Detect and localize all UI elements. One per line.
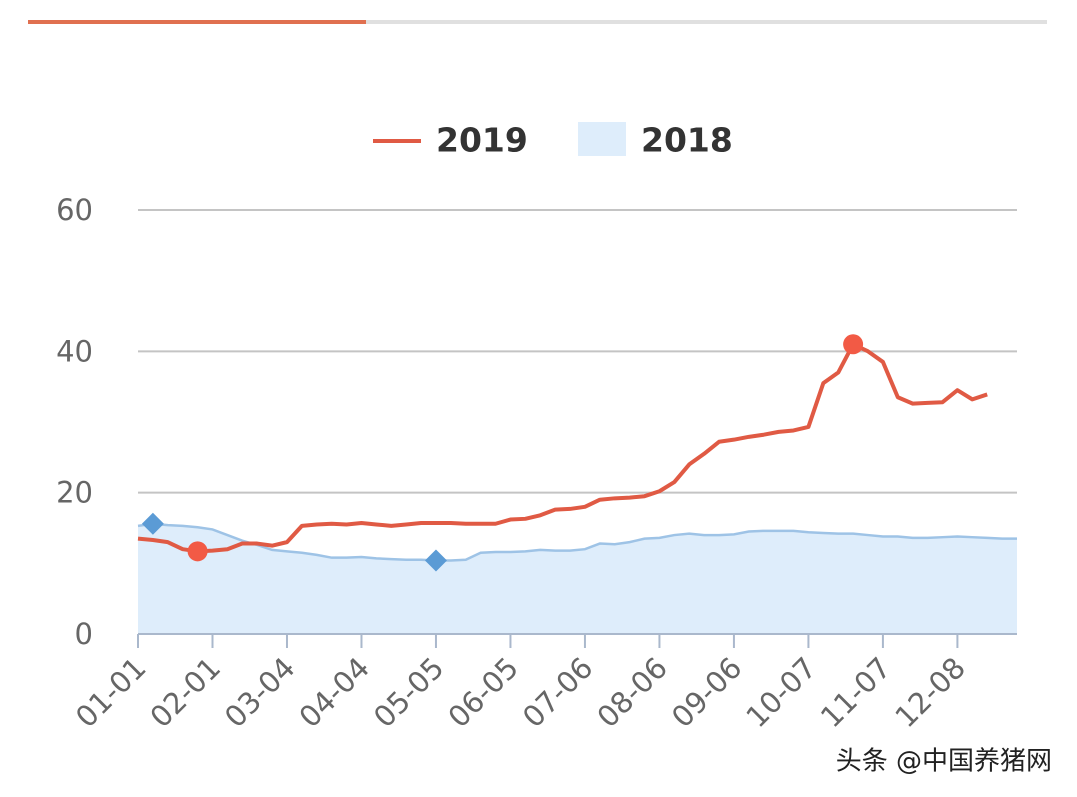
x-tick-label: 01-01 (69, 651, 153, 735)
line (137, 342, 988, 554)
plot: 0 20 40 60 01-0102-0103-0404-0405-0506-0507-… (56, 193, 1017, 734)
extreme-marker (141, 512, 164, 535)
x-tick-label: 04-04 (292, 651, 376, 735)
legend-swatch (578, 122, 626, 156)
legend-label: 2019 (436, 121, 528, 160)
area-line (137, 522, 1017, 562)
extreme-marker (187, 541, 208, 562)
x-tick-label: 08-06 (590, 651, 674, 735)
x-tick-label: 12-08 (888, 651, 972, 735)
extreme-marker (843, 334, 864, 355)
x-tick-label: 02-01 (143, 651, 227, 735)
x-tick-label: 09-06 (665, 651, 749, 735)
x-tick-label: 06-05 (441, 651, 525, 735)
area (138, 523, 1017, 634)
x-tick-label: 03-04 (218, 651, 302, 735)
x-tick-label: 10-07 (739, 651, 823, 735)
extreme-marker (424, 549, 447, 572)
y-tick-label: 0 (75, 617, 93, 651)
legend-label: 2018 (641, 121, 733, 160)
x-tick-label: 11-07 (814, 651, 898, 735)
y-tick-label: 20 (56, 476, 93, 510)
x-tick-label: 05-05 (367, 651, 451, 735)
x-tick-label: 07-06 (516, 651, 600, 735)
y-tick-label: 60 (56, 193, 93, 227)
y-tick-label: 40 (56, 334, 93, 368)
watermark: 头条 @中国养猪网 (836, 747, 1052, 777)
